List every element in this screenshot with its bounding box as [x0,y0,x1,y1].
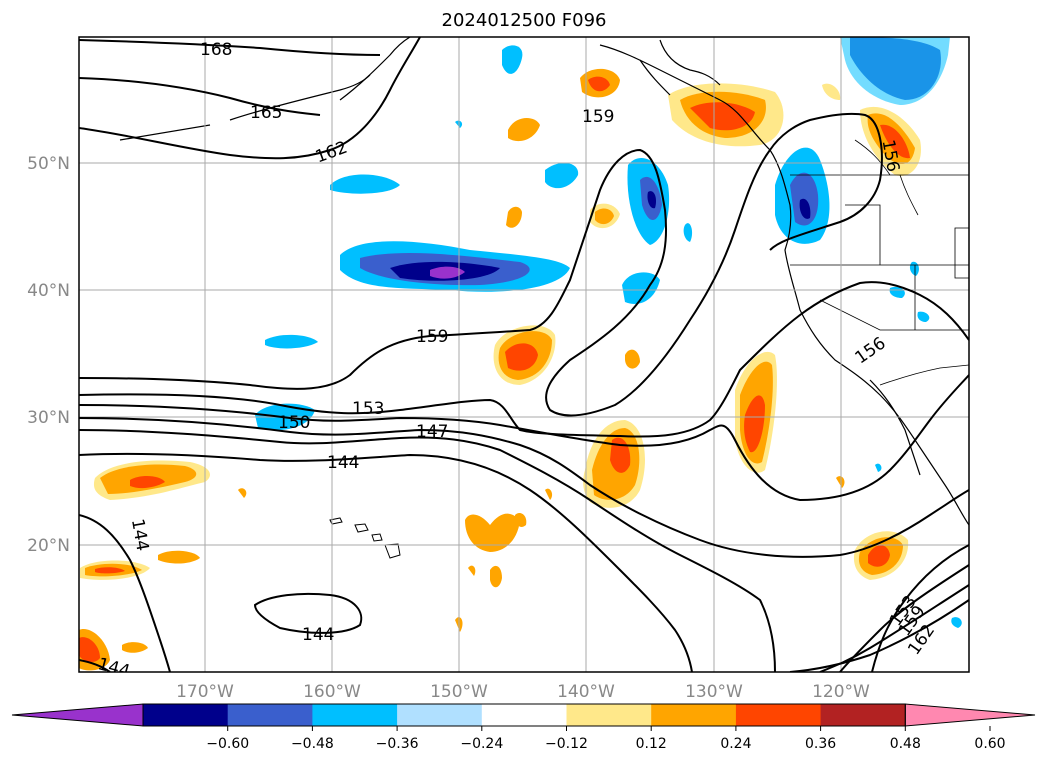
plot-frame [78,36,970,673]
svg-text:159: 159 [416,327,448,347]
political-borders [790,139,969,386]
colorbar-tick-label: −0.12 [545,736,588,752]
hawaiian-islands [329,517,401,559]
colorbar-tick-labels: −0.60 −0.48 −0.36 −0.24 −0.12 0.12 0.24 0.36 0.4… [206,726,1006,752]
colorbar-tick-label: −0.36 [376,736,419,752]
colorbar-tick-label: 0.60 [974,736,1005,752]
longitude-labels: 170°W 160°W 150°W 140°W 130°W 120°W [176,682,870,702]
colorbar-segment [820,704,906,726]
colorbar-tick-label: −0.60 [206,736,249,752]
svg-text:30°N: 30°N [27,408,70,428]
colorbar-tick-label: −0.48 [291,736,334,752]
svg-text:150°W: 150°W [430,682,488,702]
svg-text:20°N: 20°N [27,536,70,556]
colorbar-segment [651,704,737,726]
colorbar-tick-label: 0.48 [890,736,921,752]
svg-text:150: 150 [278,413,310,433]
colorbar-tick-label: 0.36 [805,736,836,752]
svg-text:40°N: 40°N [27,281,70,301]
colorbar-segment [481,704,567,726]
colorbar-frame [142,703,906,727]
svg-text:147: 147 [416,422,448,442]
svg-text:130°W: 130°W [685,682,743,702]
colorbar-tick-label: 0.12 [636,736,667,752]
colorbar-segment [397,704,483,726]
positive-anomaly-shading [79,68,921,671]
colorbar-extend-low [11,703,144,727]
colorbar [11,703,1036,727]
colorbar-segment [566,704,652,726]
colorbar-tick-label: −0.24 [460,736,503,752]
svg-text:50°N: 50°N [27,154,70,174]
svg-text:140°W: 140°W [557,682,615,702]
colorbar-segment [143,704,229,726]
height-contours [79,37,969,672]
svg-text:144: 144 [302,625,334,645]
latitude-labels: 50°N 40°N 30°N 20°N [27,154,70,556]
svg-text:160°W: 160°W [303,682,361,702]
gridlines [79,37,969,672]
svg-text:170°W: 170°W [176,682,234,702]
colorbar-extend-high [904,703,1036,727]
contour-labels: 168 165 162 159 159 156 156 150 153 147 … [96,40,940,672]
negative-anomaly-shading [255,37,962,628]
colorbar-tick-label: 0.24 [720,736,751,752]
svg-text:120°W: 120°W [812,682,870,702]
svg-text:165: 165 [250,103,282,123]
svg-text:144: 144 [327,453,359,473]
colorbar-segment [735,704,822,726]
svg-text:153: 153 [352,399,384,419]
svg-text:168: 168 [200,40,232,60]
colorbar-segment [312,704,398,726]
figure-title: 2024012500 F096 [442,10,607,31]
svg-text:159: 159 [582,107,614,127]
colorbar-segment [227,704,313,726]
